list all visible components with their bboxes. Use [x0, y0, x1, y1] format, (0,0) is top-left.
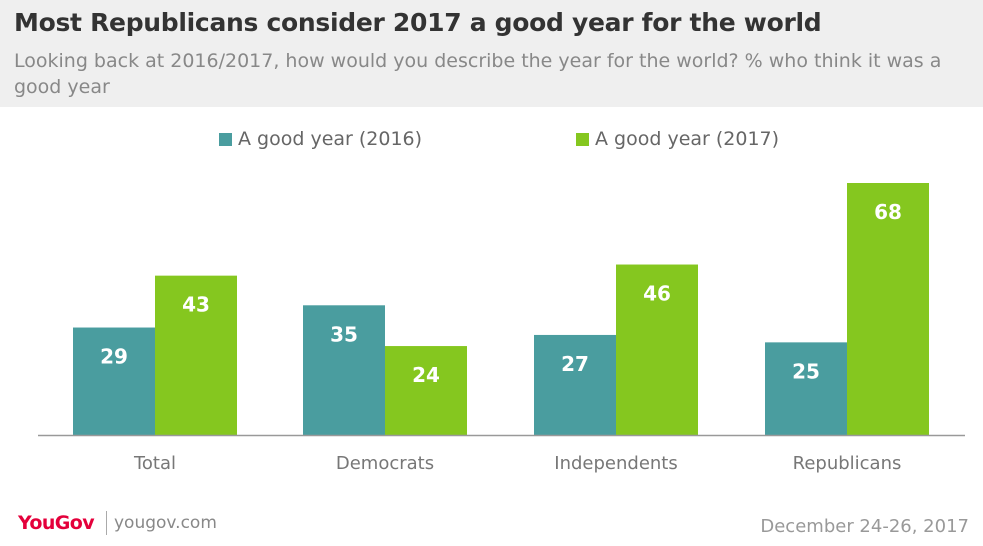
legend-swatch-2017 [576, 132, 589, 146]
data-label-independents-2016: 27 [561, 352, 589, 376]
legend-swatch-2016 [219, 132, 232, 146]
yougov-logo: YouGov [18, 512, 95, 534]
legend-label-2017: A good year (2017) [595, 128, 780, 150]
bar-democrats-2016 [303, 305, 385, 435]
legend: A good year (2016) A good year (2017) [0, 128, 983, 158]
chart-title: Most Republicans consider 2017 a good ye… [14, 8, 822, 37]
legend-item-2016: A good year (2016) [219, 128, 422, 150]
chart-subtitle: Looking back at 2016/2017, how would you… [14, 50, 942, 98]
x-tick-label-democrats: Democrats [336, 453, 434, 474]
bar-republicans-2016 [765, 342, 847, 435]
bar-total-2017 [155, 275, 237, 435]
legend-label-2016: A good year (2016) [238, 128, 423, 150]
data-label-democrats-2016: 35 [330, 322, 358, 346]
bar-total-2016 [73, 327, 155, 435]
bar-democrats-2017 [385, 346, 467, 435]
data-label-total-2017: 43 [182, 293, 210, 317]
survey-date: December 24-26, 2017 [760, 516, 969, 537]
bar-republicans-2017 [847, 183, 929, 435]
bar-independents-2017 [616, 264, 698, 435]
data-label-republicans-2016: 25 [792, 359, 820, 383]
footer-site[interactable]: yougov.com [114, 513, 217, 533]
footer-divider [106, 511, 107, 535]
bar-independents-2016 [534, 334, 616, 435]
data-label-total-2016: 29 [100, 345, 128, 369]
x-tick-label-total: Total [133, 453, 176, 474]
data-label-independents-2017: 46 [643, 282, 671, 306]
header-band: Most Republicans consider 2017 a good ye… [0, 0, 983, 107]
x-tick-label-republicans: Republicans [793, 453, 902, 474]
legend-item-2017: A good year (2017) [576, 128, 779, 150]
data-label-republicans-2017: 68 [874, 200, 902, 224]
x-tick-label-independents: Independents [554, 453, 677, 474]
data-label-democrats-2017: 24 [412, 363, 440, 387]
plot-area: 29 43 Total 35 24 Democrats 27 46 Independents 25… [38, 183, 965, 474]
